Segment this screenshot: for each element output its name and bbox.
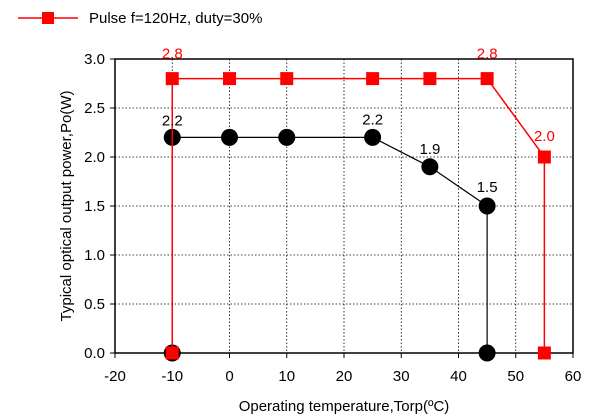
data-label: 2.0 — [534, 128, 555, 145]
data-point — [421, 158, 439, 176]
data-point — [165, 346, 179, 360]
series-layer — [163, 72, 551, 362]
data-label: 1.5 — [477, 179, 498, 196]
data-point — [278, 128, 296, 146]
x-tick-label: 20 — [336, 368, 353, 385]
x-tick-label: -20 — [104, 368, 126, 385]
data-label: 2.2 — [362, 111, 383, 128]
data-point — [366, 72, 380, 86]
y-tick-label: 1.5 — [84, 198, 105, 215]
data-point — [423, 72, 437, 86]
grid — [115, 59, 573, 353]
y-axis-label: Typical optical output power,Po(W) — [58, 91, 75, 322]
data-point — [364, 128, 382, 146]
legend-marker — [42, 12, 54, 24]
data-point — [165, 72, 179, 86]
data-point — [280, 72, 294, 86]
y-tick-label: 0.5 — [84, 296, 105, 313]
y-tick-label: 2.5 — [84, 100, 105, 117]
data-point — [537, 346, 551, 360]
x-tick-label: 0 — [225, 368, 233, 385]
data-label: 2.8 — [477, 46, 498, 63]
series-line — [171, 136, 488, 353]
series-line — [171, 77, 546, 353]
x-tick-label: -10 — [161, 368, 183, 385]
x-tick-label: 60 — [565, 368, 582, 385]
y-tick-label: 2.0 — [84, 149, 105, 166]
legend-label: Pulse f=120Hz, duty=30% — [89, 10, 262, 27]
x-axis-label: Operating temperature,Torp(ºC) — [239, 398, 450, 415]
data-point — [478, 197, 496, 215]
data-point — [537, 150, 551, 164]
series-cw — [163, 128, 496, 362]
data-point — [221, 128, 238, 146]
data-label: 2.8 — [162, 46, 183, 63]
x-tick-label: 50 — [507, 368, 524, 385]
data-labels: 2.8 2.8 2.0 2.2 2.2 1.9 1.5 — [162, 46, 555, 196]
data-point — [223, 72, 236, 86]
y-tick-label: 3.0 — [84, 51, 105, 68]
data-label: 2.2 — [162, 112, 183, 129]
data-point — [478, 344, 496, 362]
x-axis-ticks: -20 -10 0 10 20 30 40 50 60 — [104, 353, 581, 385]
x-tick-label: 10 — [278, 368, 295, 385]
x-tick-label: 30 — [393, 368, 410, 385]
series-pulse — [165, 72, 551, 360]
y-axis-ticks: 0.0 0.5 1.0 1.5 2.0 2.5 3.0 — [84, 51, 115, 362]
data-label: 1.9 — [419, 141, 440, 158]
data-point — [480, 72, 494, 86]
legend: Pulse f=120Hz, duty=30% — [18, 10, 262, 27]
x-tick-label: 40 — [450, 368, 467, 385]
y-tick-label: 1.0 — [84, 247, 105, 264]
y-tick-label: 0.0 — [84, 345, 105, 362]
